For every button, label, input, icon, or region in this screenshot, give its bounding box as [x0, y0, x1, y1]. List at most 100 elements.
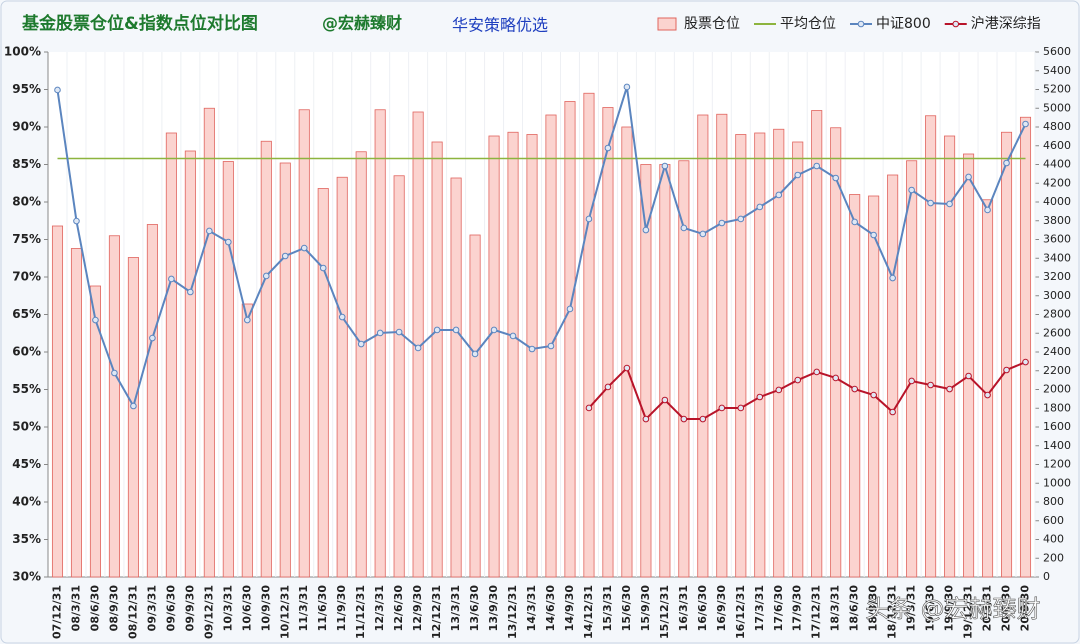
point — [946, 200, 953, 208]
bar — [51, 225, 64, 578]
point — [908, 186, 915, 194]
y-tick-label: 85% — [12, 157, 41, 171]
y2-tick-label: 3400 — [1043, 251, 1071, 264]
y2-tick-label: 5600 — [1043, 45, 1071, 58]
bar — [222, 161, 234, 578]
x-tick-label: 11/12/31 — [354, 585, 367, 639]
x-tick-label: 09/9/30 — [183, 585, 196, 632]
y2-tick-label: 2800 — [1043, 308, 1071, 321]
point — [187, 288, 194, 296]
point — [376, 329, 384, 337]
x-tick-label: 13/9/30 — [487, 585, 500, 632]
x-tick-label: 07/12/31 — [50, 585, 63, 639]
y-tick-label: 55% — [12, 382, 41, 396]
legend-label: 平均仓位 — [780, 16, 836, 32]
y2-tick-label: 3600 — [1043, 233, 1071, 246]
point — [73, 217, 80, 225]
point — [946, 385, 953, 393]
bar — [469, 234, 481, 578]
y2-tick-label: 4400 — [1043, 158, 1071, 171]
x-tick-label: 17/3/31 — [753, 585, 766, 631]
y2-tick-label: 200 — [1043, 551, 1064, 564]
bar — [393, 175, 405, 578]
bar — [260, 140, 272, 578]
bar — [241, 303, 253, 578]
point — [965, 173, 972, 181]
bar — [659, 164, 671, 578]
y-tick-label: 100% — [4, 45, 41, 59]
point — [927, 381, 934, 389]
y-tick-label: 90% — [12, 120, 41, 134]
x-tick-label: 13/6/30 — [468, 585, 481, 632]
x-tick-label: 15/12/31 — [658, 585, 671, 639]
bar — [982, 199, 994, 578]
bar — [735, 134, 747, 578]
point — [243, 316, 251, 324]
point — [642, 226, 650, 234]
point — [908, 377, 915, 385]
point — [965, 372, 972, 380]
bar — [754, 132, 766, 578]
x-tick-label: 14/6/30 — [544, 585, 557, 632]
y-tick-label: 75% — [12, 232, 41, 246]
x-tick-label: 12/6/30 — [392, 585, 405, 632]
y2-tick-label: 3200 — [1043, 270, 1071, 283]
point — [870, 391, 877, 399]
bar — [1001, 131, 1013, 578]
point — [604, 144, 612, 152]
y-tick-label: 50% — [12, 420, 41, 434]
y2-tick-label: 5000 — [1043, 101, 1071, 114]
bar — [279, 162, 291, 578]
bar — [792, 141, 804, 578]
point — [281, 252, 289, 260]
chart-title: 基金股票仓位&指数点位对比图 — [21, 13, 258, 34]
bar — [127, 257, 139, 578]
x-tick-label: 13/12/31 — [506, 585, 519, 639]
x-tick-label: 08/12/31 — [126, 585, 139, 639]
plot-layer: 30% 35% 40% 45% 50% 55% 60% 65% 70% 75% 80% 85% 90% 9… — [4, 16, 1071, 639]
y2-tick-label: 4000 — [1043, 195, 1071, 208]
point — [737, 215, 745, 223]
x-tick-label: 16/12/31 — [734, 585, 747, 639]
point — [851, 385, 858, 393]
legend-label: 沪港深综指 — [971, 16, 1041, 32]
point — [395, 328, 403, 336]
x-tick-label: 14/9/30 — [563, 585, 576, 632]
point — [889, 408, 896, 416]
x-tick-label: 18/12/31 — [886, 585, 899, 639]
y2-tick-label: 2000 — [1043, 383, 1071, 396]
series-line — [588, 361, 1026, 421]
bar — [488, 135, 500, 578]
point — [661, 396, 669, 404]
x-tick-label: 16/6/30 — [696, 585, 709, 632]
bar — [697, 114, 709, 578]
x-tick-label: 14/3/31 — [525, 585, 538, 631]
bar — [716, 113, 728, 578]
strategy-label: 华安策略优选 — [452, 16, 548, 35]
point — [528, 345, 536, 353]
point — [718, 404, 726, 412]
y2-tick-label: 1400 — [1043, 439, 1071, 452]
bar — [963, 153, 975, 578]
bar — [298, 109, 310, 578]
point — [1003, 159, 1010, 167]
point — [547, 342, 555, 350]
x-tick-label: 20/9/30 — [1019, 585, 1032, 632]
point — [718, 219, 726, 227]
legend-swatch — [657, 17, 677, 31]
point — [813, 162, 821, 170]
point — [623, 364, 631, 372]
x-tick-label: 09/6/30 — [164, 585, 177, 632]
point — [1022, 358, 1029, 366]
bar — [507, 131, 519, 578]
y2-tick-label: 4600 — [1043, 139, 1071, 152]
y-tick-label: 95% — [12, 82, 41, 96]
bar — [317, 188, 329, 578]
y-tick-label: 80% — [12, 195, 41, 209]
x-tick-label: 12/9/30 — [411, 585, 424, 632]
point — [54, 86, 61, 94]
point — [338, 313, 346, 321]
y2-tick-label: 600 — [1043, 514, 1064, 527]
point — [262, 272, 270, 280]
point — [130, 402, 137, 410]
